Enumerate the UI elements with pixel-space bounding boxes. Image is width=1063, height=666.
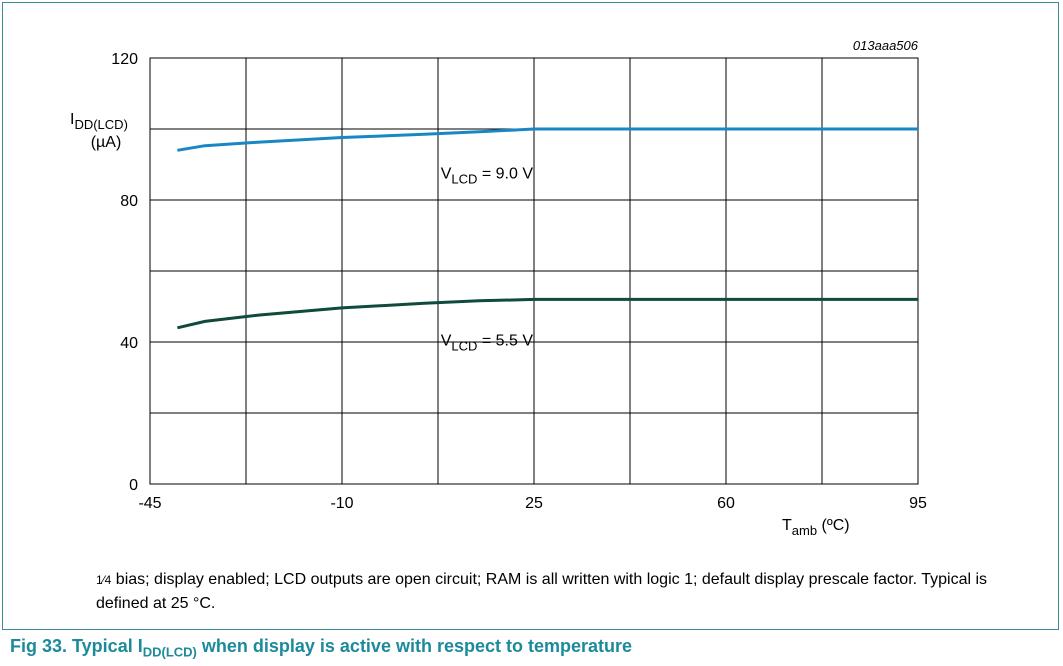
figure-caption: Fig 33. Typical IDD(LCD) when display is… xyxy=(10,636,632,660)
y-tick-label: 120 xyxy=(111,51,138,68)
y-axis-label: IDD(LCD) xyxy=(70,111,128,132)
series-lines xyxy=(177,127,918,330)
caption-subscript: DD(LCD) xyxy=(142,644,197,660)
y-axis-unit: (µA) xyxy=(91,134,122,151)
x-tick-label: 60 xyxy=(717,495,735,512)
figure-code: 013aaa506 xyxy=(852,38,918,53)
figure-note: 1⁄4 bias; display enabled; LCD outputs a… xyxy=(96,568,996,615)
figure-frame xyxy=(2,2,1059,630)
caption-suffix: when display is active with respect to t… xyxy=(196,636,633,656)
tick-labels: -45 -10 25 60 95 0 40 80 120 xyxy=(111,51,927,512)
y-tick-label: 80 xyxy=(120,193,138,210)
caption-prefix: Fig 33. Typical I xyxy=(10,636,143,656)
series-label: VLCD = 5.5 V xyxy=(441,333,534,354)
y-tick-label: 40 xyxy=(120,335,138,352)
note-text: bias; display enabled; LCD outputs are o… xyxy=(96,571,988,612)
x-axis-label: Tamb (ºC) xyxy=(782,517,850,538)
x-tick-label: -10 xyxy=(330,495,353,512)
x-tick-label: -45 xyxy=(138,495,161,512)
series-label: VLCD = 9.0 V xyxy=(441,166,534,187)
chart-labels: VLCD = 9.0 V VLCD = 5.5 V IDD(LCD) (µA) Tamb… xyxy=(70,111,850,538)
grid xyxy=(149,57,919,485)
x-tick-label: 95 xyxy=(909,495,927,512)
x-tick-label: 25 xyxy=(525,495,543,512)
series-line xyxy=(177,297,918,330)
series-line xyxy=(177,127,918,152)
note-fraction: 1⁄4 xyxy=(96,573,112,587)
y-tick-label: 0 xyxy=(129,477,138,494)
